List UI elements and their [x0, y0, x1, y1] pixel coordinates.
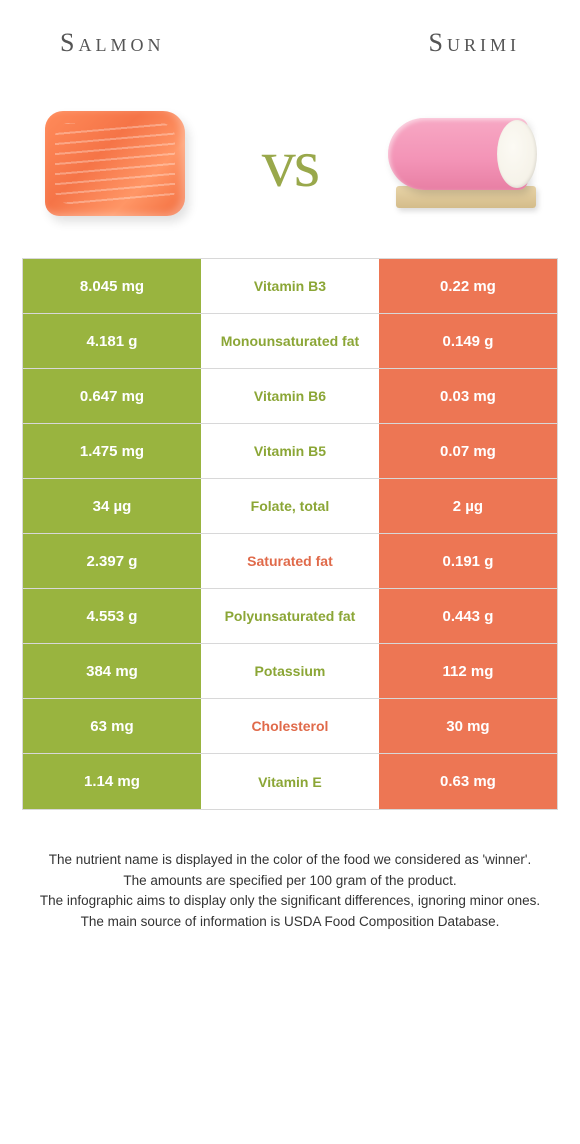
- nutrient-label: Vitamin B3: [201, 259, 379, 313]
- right-value: 30 mg: [379, 699, 557, 753]
- table-row: 384 mgPotassium112 mg: [23, 644, 557, 699]
- left-value: 2.397 g: [23, 534, 201, 588]
- right-value: 0.191 g: [379, 534, 557, 588]
- nutrient-label: Vitamin E: [201, 754, 379, 809]
- nutrient-label: Monounsaturated fat: [201, 314, 379, 368]
- footer-line: The amounts are specified per 100 gram o…: [30, 871, 550, 891]
- left-value: 63 mg: [23, 699, 201, 753]
- table-row: 8.045 mgVitamin B30.22 mg: [23, 259, 557, 314]
- left-value: 1.475 mg: [23, 424, 201, 478]
- nutrient-label: Potassium: [201, 644, 379, 698]
- nutrient-label: Cholesterol: [201, 699, 379, 753]
- table-row: 34 µgFolate, total2 µg: [23, 479, 557, 534]
- footer-line: The infographic aims to display only the…: [30, 891, 550, 911]
- left-value: 0.647 mg: [23, 369, 201, 423]
- footer-line: The main source of information is USDA F…: [30, 912, 550, 932]
- footer-line: The nutrient name is displayed in the co…: [30, 850, 550, 870]
- left-value: 4.181 g: [23, 314, 201, 368]
- right-value: 112 mg: [379, 644, 557, 698]
- footer-notes: The nutrient name is displayed in the co…: [0, 810, 580, 931]
- right-value: 0.22 mg: [379, 259, 557, 313]
- vs-label: vs: [262, 124, 318, 203]
- right-value: 2 µg: [379, 479, 557, 533]
- right-value: 0.07 mg: [379, 424, 557, 478]
- surimi-image: [380, 98, 550, 228]
- left-value: 1.14 mg: [23, 754, 201, 809]
- nutrient-label: Polyunsaturated fat: [201, 589, 379, 643]
- nutrient-label: Vitamin B6: [201, 369, 379, 423]
- right-value: 0.63 mg: [379, 754, 557, 809]
- right-food-title: Surimi: [429, 28, 520, 58]
- left-food-title: Salmon: [60, 28, 164, 58]
- left-value: 384 mg: [23, 644, 201, 698]
- table-row: 4.553 gPolyunsaturated fat0.443 g: [23, 589, 557, 644]
- left-value: 34 µg: [23, 479, 201, 533]
- salmon-image: [30, 98, 200, 228]
- table-row: 0.647 mgVitamin B60.03 mg: [23, 369, 557, 424]
- left-value: 4.553 g: [23, 589, 201, 643]
- table-row: 1.14 mgVitamin E0.63 mg: [23, 754, 557, 809]
- nutrient-label: Folate, total: [201, 479, 379, 533]
- left-value: 8.045 mg: [23, 259, 201, 313]
- nutrient-label: Vitamin B5: [201, 424, 379, 478]
- table-row: 1.475 mgVitamin B50.07 mg: [23, 424, 557, 479]
- table-row: 4.181 gMonounsaturated fat0.149 g: [23, 314, 557, 369]
- right-value: 0.443 g: [379, 589, 557, 643]
- header: Salmon Surimi: [0, 0, 580, 58]
- table-row: 63 mgCholesterol30 mg: [23, 699, 557, 754]
- nutrient-label: Saturated fat: [201, 534, 379, 588]
- image-row: vs: [0, 58, 580, 258]
- comparison-table: 8.045 mgVitamin B30.22 mg4.181 gMonounsa…: [22, 258, 558, 810]
- right-value: 0.03 mg: [379, 369, 557, 423]
- table-row: 2.397 gSaturated fat0.191 g: [23, 534, 557, 589]
- right-value: 0.149 g: [379, 314, 557, 368]
